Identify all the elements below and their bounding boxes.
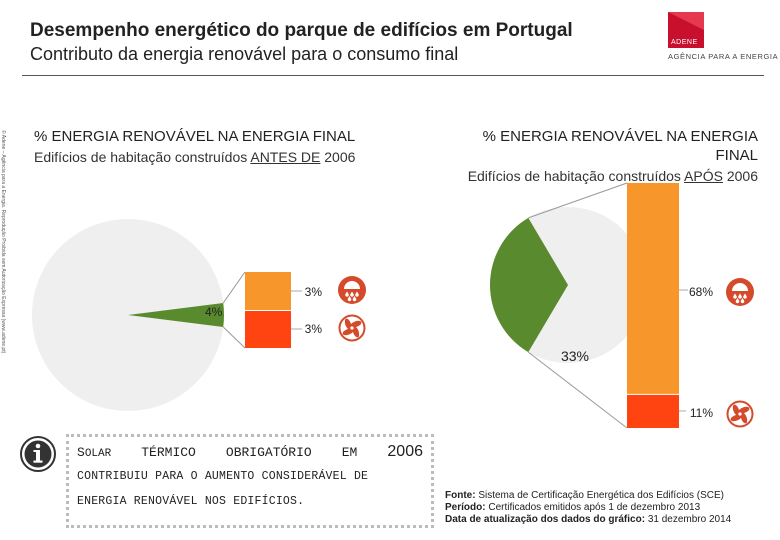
chart1-subtitle: Edifícios de habitação construídos ANTES… xyxy=(34,149,355,165)
info-word-obrigatorio: OBRIGATÓRIO xyxy=(225,445,312,460)
source-note: Fonte: Sistema de Certificação Energétic… xyxy=(445,490,731,526)
info-word-termico: TÉRMICO xyxy=(141,445,196,460)
chart2-solar-label: 68% xyxy=(689,285,713,299)
chart2-renewable-label: 33% xyxy=(561,348,589,364)
info-icon xyxy=(20,436,56,472)
chart2-connector-top xyxy=(528,182,628,219)
chart1-solar-thermal-icon xyxy=(338,276,366,304)
page-title: Desempenho energético do parque de edifí… xyxy=(30,20,573,41)
chart1-solar-label: 3% xyxy=(305,285,323,299)
info-line-1: SOLAR TÉRMICO OBRIGATÓRIO EM 2006 xyxy=(77,443,423,461)
chart2-heat-pump-fan-icon xyxy=(726,400,754,428)
chart1-pie-slice-renewable xyxy=(128,302,225,328)
chart2-bar-solar-segment xyxy=(627,183,679,394)
source-atualizacao: Data de atualização dos dados do gráfico… xyxy=(445,514,732,525)
source-fonte: Fonte: Sistema de Certificação Energétic… xyxy=(445,490,724,501)
chart2-subtitle-prefix: Edifícios de habitação construídos xyxy=(467,168,685,184)
chart2-subtitle-suffix: 2006 xyxy=(722,168,758,184)
chart2-subtitle: Edifícios de habitação construídos APÓS … xyxy=(468,168,758,184)
info-word-year: 2006 xyxy=(387,443,423,460)
chart2-subtitle-emph: APÓS xyxy=(684,168,723,184)
chart2-title-line2: FINAL xyxy=(715,147,758,164)
chart2-title-line1: % ENERGIA RENOVÁVEL NA ENERGIA xyxy=(482,128,758,145)
chart1-bar-solar-segment xyxy=(245,272,291,310)
info-callout: SOLAR TÉRMICO OBRIGATÓRIO EM 2006 CONTRI… xyxy=(66,434,434,528)
chart1-subtitle-prefix: Edifícios de habitação construídos xyxy=(34,149,251,165)
info-word-solar: SOLAR xyxy=(77,445,112,460)
chart2-heatpump-label: 11% xyxy=(690,406,713,420)
info-word-em: EM xyxy=(341,445,358,460)
chart1-bar-heatpump-segment xyxy=(245,311,291,348)
chart1-renewable-label: 4% xyxy=(205,305,223,319)
chart1-connector-top xyxy=(222,271,246,304)
adene-logo: ADENE xyxy=(668,12,704,48)
chart1-connector-bottom xyxy=(222,326,246,349)
chart2-connector-bottom xyxy=(527,351,628,429)
chart2-solar-thermal-icon xyxy=(726,278,754,306)
chart1-heat-pump-fan-icon xyxy=(338,314,366,342)
header-divider xyxy=(22,75,764,76)
chart1-heatpump-label: 3% xyxy=(305,322,323,336)
logo-brand: ADENE xyxy=(671,39,698,46)
chart1-subtitle-suffix: 2006 xyxy=(320,149,356,165)
page-subtitle: Contributo da energia renovável para o c… xyxy=(30,44,459,64)
info-line-3: ENERGIA RENOVÁVEL NOS EDIFÍCIOS. xyxy=(77,495,305,508)
source-periodo: Período: Certificados emitidos após 1 de… xyxy=(445,502,701,513)
info-line-2: CONTRIBUIU PARA O AUMENTO CONSIDERÁVEL D… xyxy=(77,470,369,483)
chart2-bar-heatpump-segment xyxy=(627,394,679,428)
chart1-subtitle-emph: ANTES DE xyxy=(250,149,321,165)
chart2-pie-slice-renewable xyxy=(490,217,568,353)
logo-tagline: AGÊNCIA PARA A ENERGIA xyxy=(668,52,779,61)
chart1-title: % ENERGIA RENOVÁVEL NA ENERGIA FINAL xyxy=(34,128,356,145)
